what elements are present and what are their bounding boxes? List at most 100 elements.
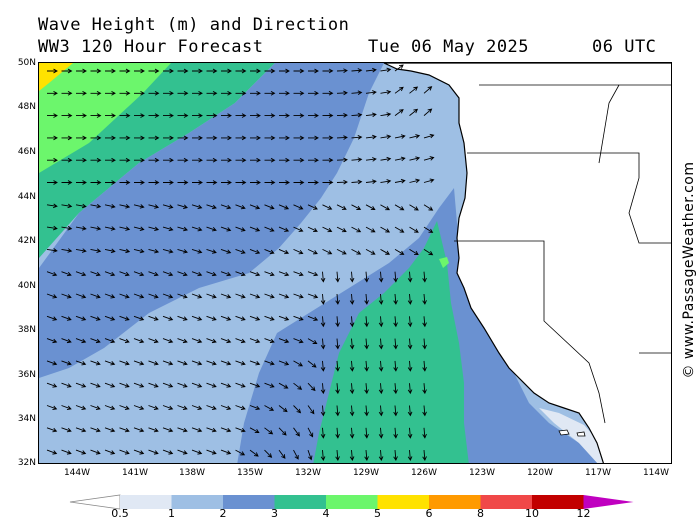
direction-arrow	[249, 449, 259, 457]
direction-arrow	[221, 113, 232, 118]
direction-arrow	[192, 113, 203, 118]
direction-arrow	[177, 204, 188, 209]
direction-arrow	[177, 427, 188, 433]
direction-arrow	[148, 315, 159, 321]
direction-arrow	[378, 405, 384, 417]
direction-arrow	[322, 204, 333, 210]
scale-swatch	[120, 495, 172, 509]
direction-arrow	[351, 112, 363, 118]
direction-arrow	[119, 382, 130, 388]
direction-arrow	[364, 293, 369, 305]
direction-arrow	[365, 249, 376, 255]
direction-arrow	[351, 90, 363, 96]
direction-arrow	[293, 271, 304, 277]
direction-arrow	[119, 135, 131, 141]
direction-arrow	[264, 113, 276, 118]
direction-arrow	[119, 271, 130, 277]
direction-arrow	[380, 134, 392, 140]
lat-label-34n: 34N	[17, 414, 36, 424]
direction-arrow	[206, 180, 218, 185]
direction-arrow	[320, 293, 326, 305]
direction-arrow	[46, 271, 58, 277]
direction-arrow	[264, 405, 275, 411]
direction-arrow	[104, 226, 116, 231]
direction-arrow	[148, 293, 159, 299]
direction-arrow	[380, 204, 391, 211]
direction-arrow	[380, 67, 392, 73]
direction-arrow	[349, 450, 355, 461]
direction-arrow	[76, 135, 87, 141]
direction-arrow	[409, 134, 421, 139]
direction-arrow	[148, 405, 159, 410]
zone-4-5m-north	[39, 63, 171, 173]
direction-arrow	[235, 180, 247, 185]
direction-arrow	[133, 315, 145, 321]
direction-arrow	[163, 113, 174, 118]
direction-arrow	[365, 179, 377, 184]
direction-arrow	[380, 112, 392, 117]
direction-arrow	[393, 293, 398, 305]
direction-arrow	[177, 293, 188, 299]
direction-arrow	[365, 112, 377, 118]
direction-arrow	[90, 248, 102, 253]
direction-arrow	[365, 157, 377, 162]
direction-arrow	[407, 450, 413, 461]
direction-arrow	[293, 405, 302, 414]
direction-arrow	[250, 180, 261, 185]
direction-arrow	[75, 315, 87, 321]
direction-arrow	[351, 68, 363, 73]
direction-arrow	[206, 157, 218, 163]
direction-arrow	[90, 180, 102, 185]
direction-arrow	[104, 360, 116, 366]
direction-arrow	[119, 338, 130, 344]
direction-arrow	[422, 316, 427, 328]
direction-arrow	[206, 315, 217, 321]
direction-arrow	[335, 271, 340, 283]
direction-arrow	[105, 180, 116, 185]
direction-arrow	[320, 405, 326, 417]
direction-arrow	[177, 90, 189, 96]
direction-arrow	[61, 271, 72, 277]
direction-arrow	[119, 405, 130, 410]
lon-label-141w: 141W	[121, 468, 149, 478]
direction-arrow	[75, 382, 87, 388]
direction-arrow	[177, 113, 189, 118]
direction-arrow	[320, 427, 326, 439]
channel-islands	[558, 429, 586, 437]
direction-arrow	[422, 383, 427, 395]
direction-arrow	[320, 383, 326, 395]
direction-arrow	[423, 226, 434, 233]
direction-arrow	[134, 68, 145, 74]
direction-arrow	[235, 204, 246, 210]
direction-arrow	[90, 226, 102, 231]
direction-arrow	[293, 226, 304, 232]
direction-arrow	[192, 90, 203, 96]
direction-arrow	[104, 315, 116, 321]
direction-arrow	[90, 382, 101, 388]
direction-arrow	[46, 203, 58, 209]
direction-arrow	[163, 157, 174, 163]
direction-arrow	[409, 156, 421, 161]
direction-arrow	[307, 315, 319, 321]
direction-arrow	[46, 427, 58, 433]
direction-arrow	[221, 180, 232, 185]
direction-arrow	[320, 271, 326, 283]
direction-arrow	[61, 338, 72, 344]
direction-arrow	[407, 271, 413, 283]
direction-arrow	[409, 204, 419, 211]
direction-arrow	[393, 427, 398, 439]
direction-arrow	[206, 449, 217, 455]
direction-arrow	[61, 113, 73, 118]
direction-arrow	[394, 249, 405, 255]
direction-arrow	[393, 271, 398, 283]
direction-arrow	[192, 68, 203, 74]
direction-arrow	[76, 180, 87, 185]
lat-label-48n: 48N	[17, 102, 36, 112]
map-area[interactable]	[38, 62, 672, 464]
lon-label-135w: 135W	[236, 468, 264, 478]
direction-arrow	[119, 226, 131, 231]
direction-arrow	[75, 293, 87, 299]
direction-arrow	[249, 226, 261, 232]
direction-arrow	[293, 90, 305, 96]
direction-arrow	[378, 271, 384, 283]
